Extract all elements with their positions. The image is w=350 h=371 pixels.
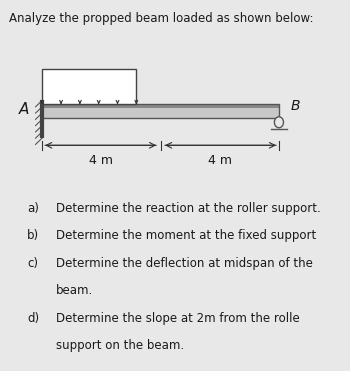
Text: support on the beam.: support on the beam.: [56, 339, 184, 352]
Circle shape: [274, 117, 284, 128]
Text: 4 m: 4 m: [208, 154, 232, 167]
Bar: [42, 104, 279, 108]
Text: Analyze the propped beam loaded as shown below:: Analyze the propped beam loaded as shown…: [9, 12, 313, 25]
Text: beam.: beam.: [56, 284, 93, 297]
Text: B: B: [291, 99, 301, 113]
Bar: [42, 69, 136, 104]
Text: 12 kN/m: 12 kN/m: [67, 78, 111, 88]
Text: b): b): [27, 229, 39, 242]
Text: Determine the reaction at the roller support.: Determine the reaction at the roller sup…: [56, 202, 321, 215]
Text: c): c): [27, 257, 38, 270]
Text: d): d): [27, 312, 39, 325]
Text: 4 m: 4 m: [89, 154, 113, 167]
Bar: [42, 108, 279, 118]
Text: Determine the deflection at midspan of the: Determine the deflection at midspan of t…: [56, 257, 313, 270]
Text: a): a): [27, 202, 39, 215]
Text: Determine the moment at the fixed support: Determine the moment at the fixed suppor…: [56, 229, 316, 242]
Text: A: A: [19, 102, 29, 116]
Text: Determine the slope at 2m from the rolle: Determine the slope at 2m from the rolle: [56, 312, 300, 325]
Bar: [42, 104, 279, 118]
